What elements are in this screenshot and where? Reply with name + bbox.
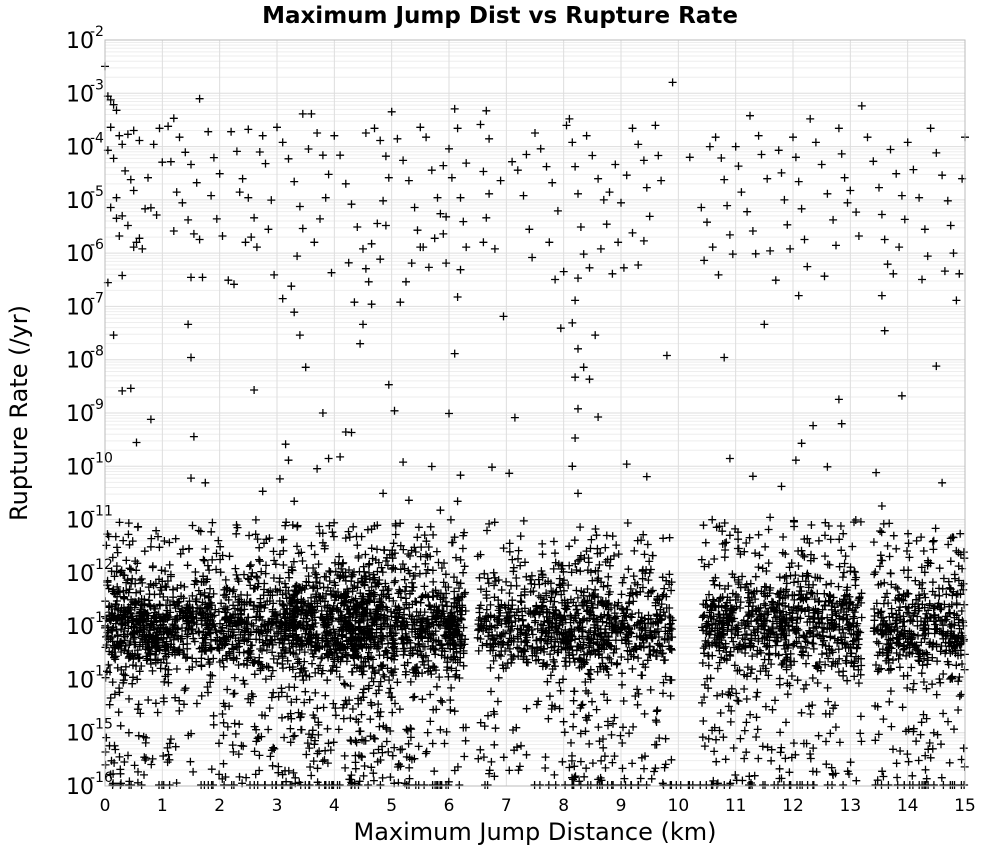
y-tick-label-base: 10 [66,668,94,693]
y-tick-label-exponent: -11 [90,504,113,520]
x-tick-label: 4 [329,796,340,816]
x-tick-label: 11 [725,796,747,816]
x-tick-label: 2 [214,796,225,816]
y-tick-label-base: 10 [66,509,94,534]
x-tick-label: 13 [840,796,862,816]
x-tick-label: 10 [668,796,690,816]
x-tick-label: 6 [444,796,455,816]
x-tick-label: 14 [897,796,919,816]
y-tick-label-base: 10 [66,82,94,107]
y-tick-label-base: 10 [66,349,94,374]
y-tick-label-exponent: -10 [90,450,113,466]
y-tick-label-base: 10 [66,615,94,640]
y-tick-label-exponent: -2 [90,24,104,40]
y-tick-label-exponent: -4 [90,131,104,147]
y-tick-label-exponent: -8 [90,344,104,360]
y-tick-label-base: 10 [66,295,94,320]
y-tick-label-base: 10 [66,562,94,587]
y-tick-label-base: 10 [66,189,94,214]
y-tick-label-exponent: -12 [90,557,113,573]
scatter-markers [101,62,969,789]
y-tick-label-base: 10 [66,775,94,800]
y-tick-label-exponent: -7 [90,290,104,306]
y-axis-ticks: 10-210-310-410-510-610-710-810-910-1010-… [66,24,113,800]
x-tick-label: 5 [386,796,397,816]
y-tick-label-exponent: -9 [90,397,104,413]
data-points [101,62,969,789]
x-tick-label: 0 [100,796,111,816]
y-tick-label-base: 10 [66,242,94,267]
x-tick-label: 15 [954,796,976,816]
x-tick-label: 8 [558,796,569,816]
x-axis-label: Maximum Jump Distance (km) [354,818,717,846]
y-tick-label-base: 10 [66,722,94,747]
y-tick-label-exponent: -14 [90,663,113,679]
x-tick-label: 9 [616,796,627,816]
x-tick-label: 12 [782,796,804,816]
y-tick-label-exponent: -3 [90,77,104,93]
y-tick-label-base: 10 [66,136,94,161]
y-tick-label-base: 10 [66,29,94,54]
y-tick-label-exponent: -15 [90,717,113,733]
chart-title: Maximum Jump Dist vs Rupture Rate [262,3,738,29]
y-tick-label-exponent: -13 [90,610,113,626]
y-tick-label-exponent: -6 [90,237,104,253]
plot-frame [104,39,966,787]
x-tick-label: 7 [501,796,512,816]
x-tick-label: 3 [272,796,283,816]
y-axis-label: Rupture Rate (/yr) [5,305,33,521]
y-tick-label-base: 10 [66,455,94,480]
y-tick-label-base: 10 [66,402,94,427]
x-tick-label: 1 [157,796,168,816]
x-axis-ticks: 0 1 2 3 4 5 6 7 8 9 10 11 12 13 14 15 [100,796,976,816]
y-tick-label-exponent: -16 [90,770,113,786]
y-tick-label-exponent: -5 [90,184,104,200]
